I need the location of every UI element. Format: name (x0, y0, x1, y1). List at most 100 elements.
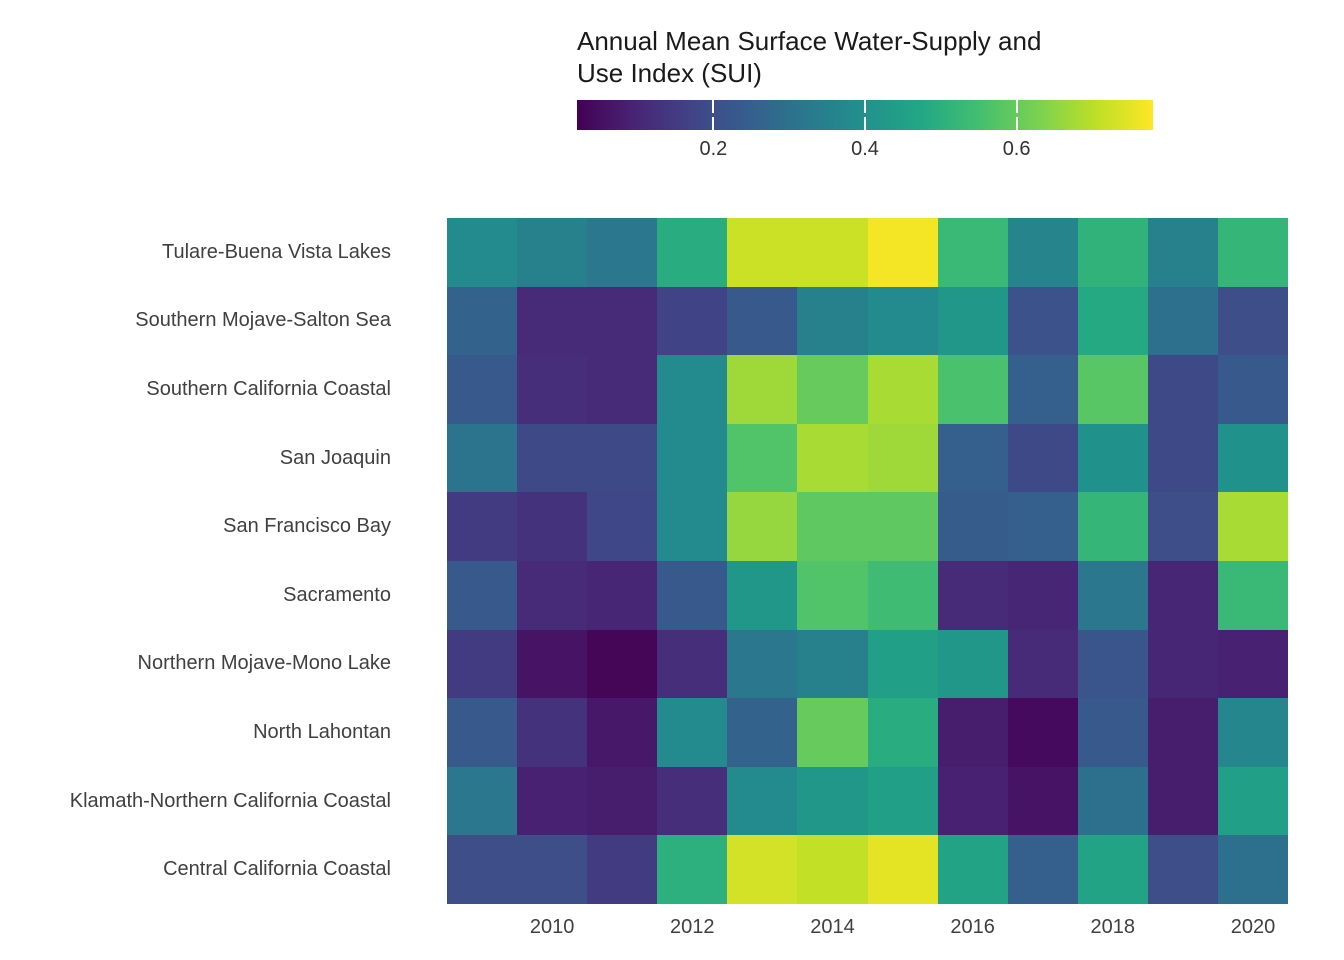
heatmap-cell (517, 286, 588, 356)
y-axis-label: North Lahontan (253, 720, 391, 743)
heatmap-cell (587, 698, 658, 767)
x-axis-tick-label: 2020 (1230, 916, 1276, 938)
heatmap-cell (937, 835, 1008, 904)
heatmap-cell (657, 629, 728, 699)
heatmap-cell (1147, 492, 1218, 561)
heatmap-cell (447, 355, 518, 424)
heatmap-cell (1007, 355, 1078, 424)
heatmap-cell (727, 560, 798, 630)
heatmap-cell (1217, 766, 1288, 836)
heatmap-cell (1147, 218, 1218, 287)
heatmap-cell (1007, 218, 1078, 287)
heatmap-cell (447, 218, 518, 287)
heatmap-cell (657, 218, 728, 287)
heatmap-cell (937, 560, 1008, 630)
heatmap-cell (867, 218, 938, 287)
heatmap-cell (1077, 766, 1148, 836)
heatmap-cell (587, 835, 658, 904)
colorbar-tick-labels: 0.2 0.4 0.6 (577, 138, 1153, 164)
heatmap-cell (1077, 560, 1148, 630)
heatmap-cell (797, 698, 868, 767)
heatmap-cell (447, 492, 518, 561)
heatmap-cell (727, 698, 798, 767)
heatmap-cell (447, 286, 518, 356)
heatmap-cell (447, 560, 518, 630)
heatmap-cell (1217, 286, 1288, 356)
heatmap-cell (867, 492, 938, 561)
heatmap-cell (517, 766, 588, 836)
heatmap-cell (727, 423, 798, 493)
colorbar-tick (864, 117, 866, 130)
heatmap-cell (587, 286, 658, 356)
heatmap-cell (657, 286, 728, 356)
heatmap-cell (797, 423, 868, 493)
y-axis-label: Southern California Coastal (146, 377, 391, 400)
heatmap-cell (797, 835, 868, 904)
heatmap-cell (517, 355, 588, 424)
heatmap-cell (937, 766, 1008, 836)
y-axis-label: Southern Mojave-Salton Sea (135, 309, 391, 332)
heatmap-cell (1007, 560, 1078, 630)
legend-title-line1: Annual Mean Surface Water-Supply and (577, 26, 1042, 56)
heatmap-cell (937, 355, 1008, 424)
heatmap-cell (1077, 629, 1148, 699)
colorbar-tick (1015, 117, 1018, 130)
y-axis-label: San Joaquin (279, 446, 391, 469)
heatmap-cell (797, 766, 868, 836)
heatmap-cell (587, 492, 658, 561)
heatmap-cell (867, 835, 938, 904)
heatmap-cell (1147, 629, 1218, 699)
x-axis-tick-label: 2014 (810, 916, 855, 938)
heatmap-cell (447, 766, 518, 836)
colorbar-tick-label: 0.4 (851, 138, 879, 160)
colorbar-tick (712, 117, 715, 130)
y-axis-label: San Francisco Bay (223, 515, 391, 538)
heatmap-cell (937, 492, 1008, 561)
heatmap-cell (867, 766, 938, 836)
heatmap-cell (1147, 423, 1218, 493)
heatmap-cell (1217, 835, 1288, 904)
heatmap-cell (1147, 766, 1218, 836)
heatmap-cell (1007, 286, 1078, 356)
heatmap-cell (867, 423, 938, 493)
x-axis-tick-label: 2016 (950, 916, 995, 938)
heatmap-cell (657, 492, 728, 561)
colorbar-tick-label: 0.6 (1002, 138, 1031, 160)
heatmap-cell (727, 766, 798, 836)
heatmap-cell (1007, 698, 1078, 767)
heatmap-cell (587, 355, 658, 424)
y-axis-labels: Tulare-Buena Vista Lakes Southern Mojave-… (0, 218, 391, 904)
y-axis-label: Northern Mojave-Mono Lake (137, 652, 391, 675)
heatmap-cell (727, 218, 798, 287)
heatmap-cell (1217, 560, 1288, 630)
heatmap-cell (1007, 629, 1078, 699)
heatmap-cell (1007, 423, 1078, 493)
heatmap-cell (727, 629, 798, 699)
heatmap-cell (1217, 492, 1288, 561)
heatmap-cell (727, 286, 798, 356)
heatmap-cell (867, 629, 938, 699)
heatmap-cell (727, 492, 798, 561)
heatmap-cell (587, 218, 658, 287)
heatmap-cell (797, 286, 868, 356)
heatmap-cell (447, 423, 518, 493)
heatmap-cell (447, 698, 518, 767)
heatmap-cell (587, 629, 658, 699)
heatmap-cell (1217, 698, 1288, 767)
x-axis-tick-label: 2012 (670, 916, 715, 938)
heatmap-cell (1077, 218, 1148, 287)
heatmap-cell (657, 355, 728, 424)
heatmap-cell (517, 698, 588, 767)
heatmap-cell (1007, 492, 1078, 561)
heatmap-cell (937, 698, 1008, 767)
colorbar-tick (712, 100, 715, 113)
heatmap-cell (867, 698, 938, 767)
legend-title: Annual Mean Surface Water-Supply and Use… (577, 26, 1041, 89)
heatmap-cell (867, 560, 938, 630)
heatmap-cell (517, 560, 588, 630)
colorbar-tick-label: 0.2 (699, 138, 728, 160)
heatmap-cell (1077, 698, 1148, 767)
heatmap-cell (657, 698, 728, 767)
heatmap-cell (517, 629, 588, 699)
heatmap-cell (657, 423, 728, 493)
